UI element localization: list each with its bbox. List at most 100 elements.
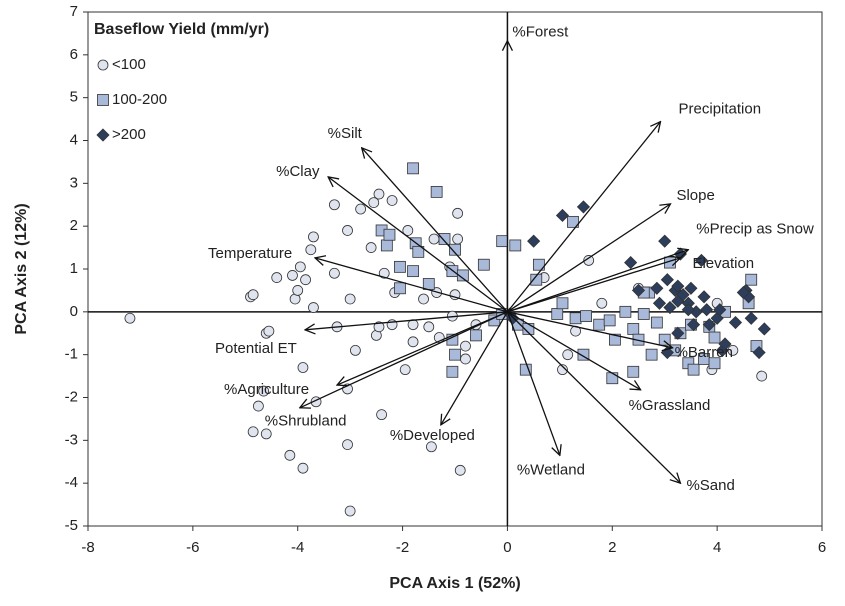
point (402, 225, 414, 236)
y-tick-label: 0 (70, 303, 78, 320)
legend-label: >200 (112, 126, 146, 143)
loading-arrow (362, 148, 508, 313)
point (378, 267, 390, 279)
point (708, 357, 721, 370)
loading-arrow (507, 258, 680, 313)
point (428, 233, 440, 245)
x-tick-label: 6 (818, 539, 826, 556)
y-tick-label: 4 (70, 131, 78, 148)
point (557, 364, 568, 376)
point (532, 258, 545, 271)
point (124, 312, 136, 324)
x-tick-label: -4 (291, 539, 304, 556)
x-tick-label: 2 (608, 539, 616, 556)
point (596, 297, 608, 309)
loading-label: %Precip as Snow (696, 221, 814, 238)
y-axis-label: PCA Axis 2 (12%) (13, 203, 30, 334)
x-tick-label: 0 (503, 539, 511, 556)
point (676, 288, 690, 302)
loading-label: Slope (676, 187, 714, 204)
point (383, 228, 396, 241)
loading-label: %Shrubland (265, 413, 347, 430)
y-tick-label: 7 (70, 3, 78, 20)
point (631, 283, 646, 297)
point (752, 345, 766, 360)
point (577, 348, 590, 361)
point (728, 315, 743, 330)
legend-marker (97, 94, 109, 106)
loading-label: Potential ET (215, 340, 297, 357)
point (580, 310, 592, 323)
point (684, 281, 698, 295)
point (627, 365, 640, 378)
loading-arrow (305, 311, 508, 330)
point (287, 270, 298, 281)
point (658, 234, 672, 248)
y-tick-label: 1 (70, 260, 78, 277)
point (470, 329, 482, 342)
y-tick-label: 2 (70, 217, 78, 234)
point (430, 185, 443, 198)
y-tick-label: -2 (65, 388, 78, 405)
point (373, 321, 385, 333)
y-tick-label: -1 (65, 346, 78, 363)
point (687, 363, 700, 376)
point (449, 348, 461, 361)
loading-arrow (300, 311, 508, 408)
point (394, 282, 406, 295)
point (624, 256, 638, 270)
point (308, 302, 319, 313)
legend-marker (96, 128, 110, 142)
point (355, 203, 367, 215)
point (681, 303, 695, 317)
point (376, 409, 388, 421)
point (460, 340, 471, 352)
point (373, 188, 385, 200)
point (694, 253, 708, 267)
point (551, 308, 564, 320)
loading-label: Temperature (208, 245, 292, 262)
point (736, 285, 750, 300)
point (663, 300, 677, 315)
point (609, 333, 621, 346)
point (576, 200, 591, 214)
point (708, 331, 721, 344)
legend-marker (97, 59, 109, 71)
loading-label: %Agriculture (224, 381, 309, 398)
point (260, 428, 272, 440)
y-tick-label: -5 (65, 517, 78, 534)
point (284, 449, 296, 461)
loading-label: Precipitation (679, 101, 762, 118)
loading-arrow (506, 122, 660, 313)
x-tick-label: -6 (186, 539, 199, 556)
loading-label: %Barren (675, 344, 733, 361)
point (422, 278, 435, 290)
point (527, 234, 541, 248)
point (342, 225, 353, 236)
point (446, 365, 459, 378)
point (454, 464, 466, 476)
point (637, 308, 650, 320)
point (329, 267, 340, 279)
point (386, 195, 398, 206)
loading-arrow (507, 311, 640, 390)
point (423, 321, 435, 333)
loading-arrow (506, 311, 559, 455)
point (593, 318, 606, 331)
point (556, 297, 569, 310)
point (697, 290, 711, 304)
y-tick-label: 6 (70, 46, 78, 63)
point (744, 311, 758, 325)
point (412, 245, 425, 258)
point (509, 239, 522, 252)
loading-arrow (507, 311, 672, 348)
loading-label: Elevation (692, 255, 754, 272)
point (456, 269, 469, 282)
point (292, 285, 304, 296)
point (329, 199, 340, 211)
y-tick-label: 5 (70, 89, 78, 106)
x-tick-label: 4 (713, 539, 721, 556)
point (660, 273, 674, 287)
